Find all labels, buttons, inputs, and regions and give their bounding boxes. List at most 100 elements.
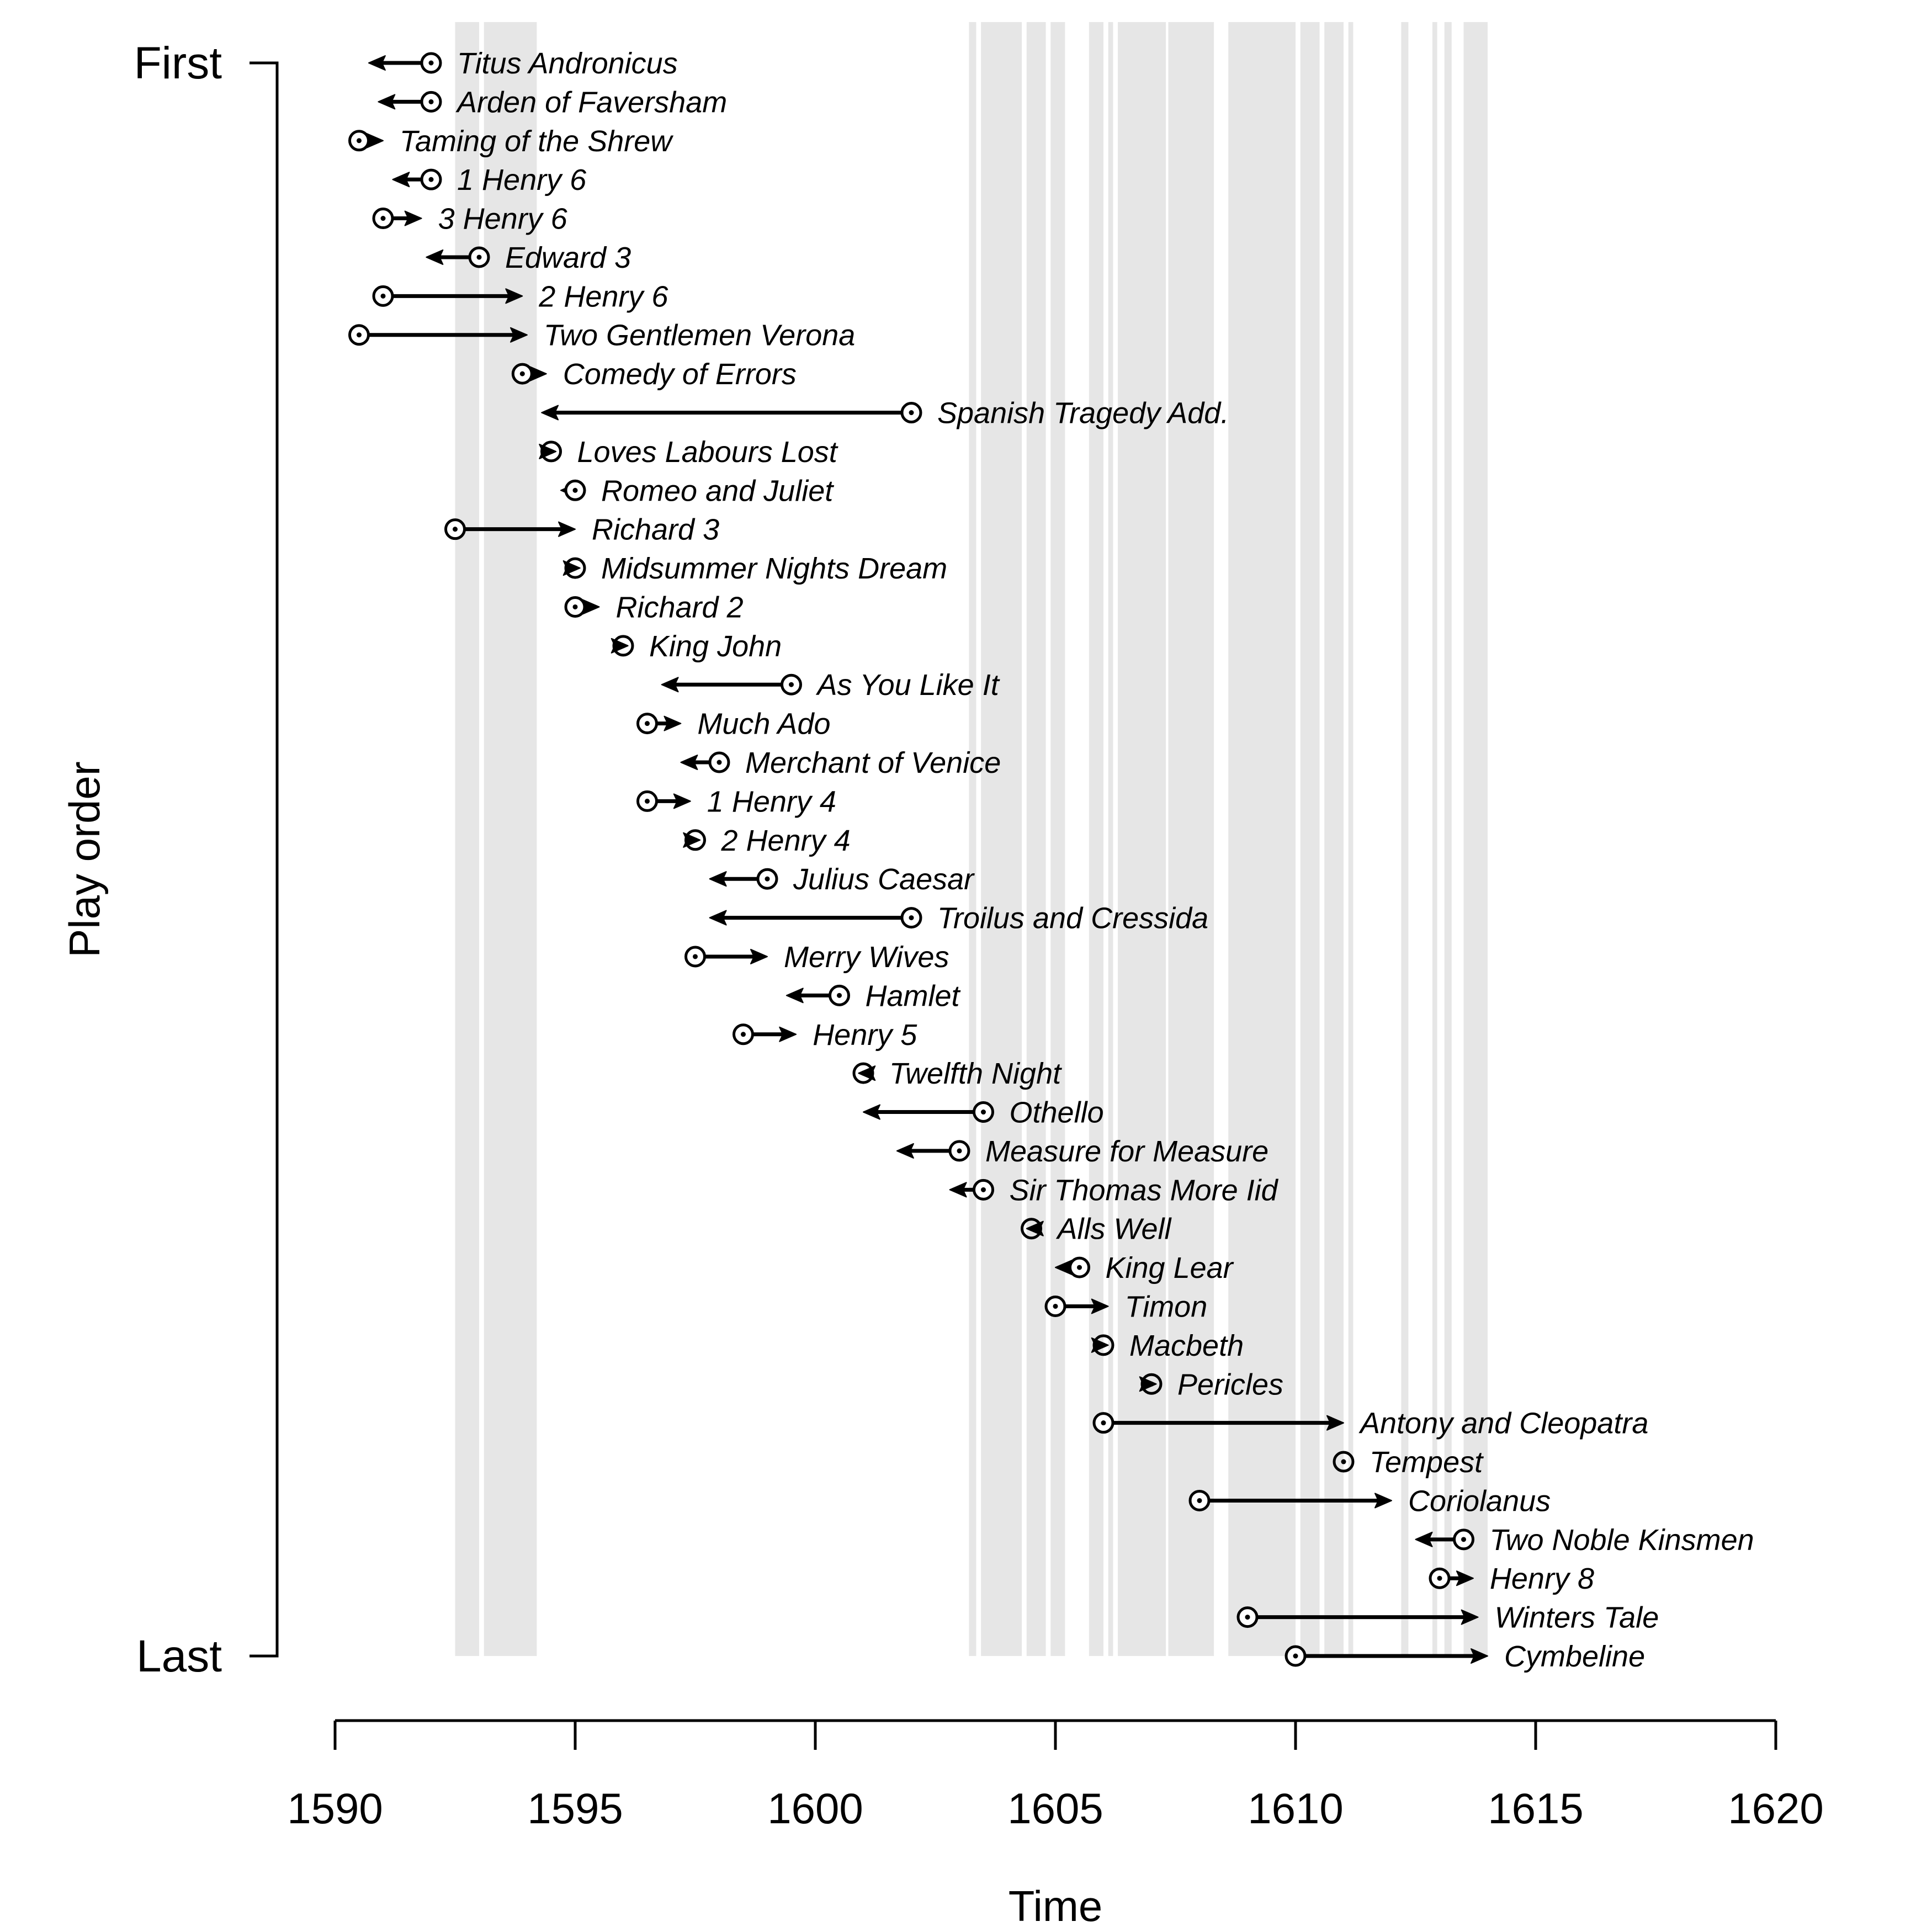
shaded-period <box>1228 22 1296 1656</box>
play-label: Pericles <box>1177 1368 1283 1401</box>
play-marks: Titus Andronicus Arden of Faversham Taming… <box>348 47 1754 1673</box>
arrow-head <box>541 405 559 421</box>
play-label: Macbeth <box>1129 1329 1244 1362</box>
arrow-head <box>949 1182 967 1198</box>
play-row: Henry 8 <box>1429 1562 1594 1595</box>
arrow-head <box>680 755 698 771</box>
arrow-head <box>1415 1531 1433 1547</box>
start-dot <box>1101 1342 1106 1348</box>
play-label: 1 Henry 4 <box>707 785 836 818</box>
play-row: Henry 5 <box>733 1018 917 1052</box>
play-label: Much Ado <box>697 708 830 741</box>
start-circle <box>1092 1334 1114 1356</box>
play-label: King Lear <box>1106 1251 1234 1285</box>
play-row: King John <box>611 630 782 663</box>
shaded-period <box>1108 22 1113 1656</box>
start-dot <box>428 60 434 66</box>
play-row: As You Like It <box>661 668 1000 702</box>
start-dot <box>549 449 554 454</box>
y-axis-line <box>250 61 279 1658</box>
play-label: 1 Henry 6 <box>457 163 587 197</box>
play-row: Othello <box>863 1096 1104 1129</box>
start-circle <box>1333 1451 1355 1473</box>
start-dot <box>1197 1498 1202 1503</box>
x-tick-label: 1605 <box>1007 1784 1103 1833</box>
start-dot <box>453 527 458 532</box>
play-label: Comedy of Errors <box>563 358 797 391</box>
arrow-head <box>1456 1570 1474 1586</box>
x-axis-title: Time <box>1009 1882 1102 1930</box>
x-ticks: 1590 1595 1600 1605 1610 1615 1620 <box>287 1721 1824 1833</box>
start-dot <box>572 604 578 609</box>
play-row: 2 Henry 6 <box>372 280 668 313</box>
start-dot <box>645 721 650 726</box>
play-row: Cymbeline <box>1285 1640 1645 1673</box>
play-row: Macbeth <box>1091 1329 1244 1362</box>
start-dot <box>1077 1265 1082 1270</box>
arrow-head <box>404 210 422 226</box>
play-label: Hamlet <box>866 979 961 1012</box>
start-dot <box>789 682 794 687</box>
arrow-head <box>505 288 523 304</box>
arrow-head <box>664 715 682 731</box>
start-dot <box>519 371 525 376</box>
start-dot <box>909 410 914 416</box>
play-label: 2 Henry 6 <box>538 280 668 313</box>
shaded-period <box>1463 22 1488 1656</box>
arrow-head <box>661 677 679 693</box>
shaded-period <box>1348 22 1354 1656</box>
play-row: Midsummer Nights Dream <box>562 552 947 585</box>
play-row: Two Gentlemen Verona <box>348 319 855 352</box>
shaded-period <box>969 22 976 1656</box>
play-row: 1 Henry 4 <box>636 785 836 818</box>
play-label: 3 Henry 6 <box>438 203 568 236</box>
shaded-period <box>1168 22 1214 1656</box>
shaded-period <box>1401 22 1409 1656</box>
arrow-head <box>1461 1609 1479 1625</box>
start-dot <box>981 1110 986 1115</box>
play-label: Henry 8 <box>1490 1562 1594 1595</box>
play-row: Taming of the Shrew <box>348 125 673 158</box>
play-label: As You Like It <box>816 668 1000 702</box>
start-circle <box>684 829 706 851</box>
play-label: 2 Henry 4 <box>721 824 851 857</box>
shaded-period <box>1300 22 1320 1656</box>
shaded-period <box>1444 22 1452 1656</box>
start-dot <box>909 915 914 921</box>
play-label: Winters Tale <box>1495 1601 1659 1634</box>
arrow-head <box>750 948 768 964</box>
play-row: Hamlet <box>785 979 961 1012</box>
play-row: Richard 2 <box>564 591 744 624</box>
shaded-period <box>1026 22 1046 1656</box>
play-label: Twelfth Night <box>889 1057 1062 1090</box>
start-circle <box>852 1062 874 1084</box>
play-row: Much Ado <box>636 708 831 741</box>
start-circle <box>564 557 586 579</box>
start-dot <box>572 487 578 493</box>
play-row: Edward 3 <box>426 241 631 274</box>
x-tick-label: 1620 <box>1728 1784 1824 1833</box>
play-label: Merchant of Venice <box>745 746 1001 779</box>
play-row: Tempest <box>1333 1446 1484 1479</box>
play-row: Alls Well <box>1021 1213 1172 1246</box>
shaded-period <box>1050 22 1065 1656</box>
play-row: Titus Andronicus <box>368 47 678 80</box>
start-dot <box>476 254 482 260</box>
shaded-period <box>1089 22 1103 1656</box>
start-dot <box>357 332 362 338</box>
start-dot <box>380 293 386 299</box>
start-dot <box>1053 1303 1058 1309</box>
start-dot <box>357 138 362 144</box>
start-dot <box>1149 1381 1154 1387</box>
x-tick-label: 1615 <box>1488 1784 1584 1833</box>
play-label: Titus Andronicus <box>457 47 678 80</box>
start-dot <box>1293 1653 1298 1659</box>
y-axis: First Last Play order <box>60 38 279 1681</box>
arrow-head <box>779 1026 797 1042</box>
shaded-period <box>1324 22 1344 1656</box>
start-dot <box>1461 1537 1466 1542</box>
play-row: Pericles <box>1139 1368 1283 1401</box>
start-dot <box>1437 1575 1442 1581</box>
x-axis: 1590 1595 1600 1605 1610 1615 1620 Time <box>287 1719 1824 1930</box>
play-label: Troilus and Cressida <box>937 902 1208 935</box>
